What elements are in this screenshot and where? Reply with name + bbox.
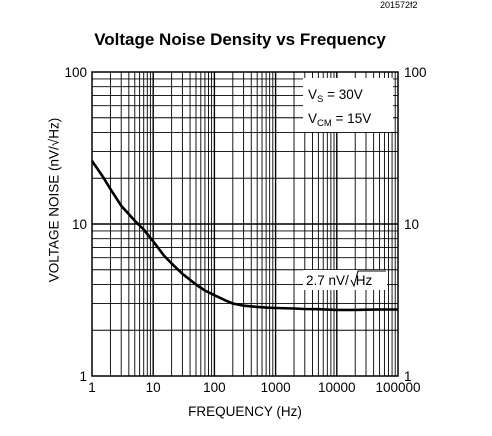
y-tick-label: 100 xyxy=(64,65,87,80)
y-tick-label: 10 xyxy=(72,217,87,232)
legend-vcm: VCM = 15V xyxy=(308,111,371,129)
y-tick-label: 1 xyxy=(79,369,87,384)
x-tick-label: 10000 xyxy=(318,380,356,395)
plot-frame xyxy=(91,71,399,377)
y-tick-labels: 1 10 100 xyxy=(64,65,87,384)
series-line-noise xyxy=(90,160,398,312)
x-tick-label: 1000 xyxy=(261,380,291,395)
annotation-radicand: Hz xyxy=(356,273,373,288)
x-axis-label: FREQUENCY (Hz) xyxy=(188,404,302,419)
legend-vs: VS = 30V xyxy=(308,87,363,105)
y-tick-label-right: 10 xyxy=(404,217,419,232)
y-tick-label-right: 1 xyxy=(404,369,412,384)
x-tick-label: 100 xyxy=(203,380,226,395)
y-tick-label-right: 100 xyxy=(404,65,427,80)
x-tick-label: 1 xyxy=(88,380,96,395)
figure-id: 201572f2 xyxy=(380,0,418,10)
x-tick-labels: 1 10 100 1000 10000 100000 xyxy=(88,380,420,395)
noise-annotation: 2.7 nV/Hz xyxy=(303,270,387,290)
y-tick-labels-right: 1 10 100 xyxy=(404,65,427,384)
grid-major xyxy=(92,72,398,376)
radical-sign xyxy=(350,270,386,288)
x-tick-label: 10 xyxy=(146,380,161,395)
legend-background xyxy=(303,78,393,132)
annotation-text: 2.7 nV/Hz xyxy=(306,273,373,288)
chart-title: Voltage Noise Density vs Frequency xyxy=(94,30,386,49)
annotation-background xyxy=(303,270,387,290)
x-tick-label: 100000 xyxy=(375,380,420,395)
legend-box: VS = 30V VCM = 15V xyxy=(303,78,393,132)
